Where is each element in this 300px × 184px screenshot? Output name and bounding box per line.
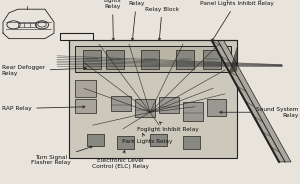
- Bar: [117, 136, 134, 149]
- Text: RAP Relay: RAP Relay: [2, 106, 85, 111]
- Text: Sound System
Relay: Sound System Relay: [220, 107, 298, 118]
- Bar: [183, 136, 200, 149]
- Bar: [150, 134, 166, 146]
- Bar: [69, 40, 237, 158]
- Text: Sound System Relay Or
Panel Lights Inhibit Relay: Sound System Relay Or Panel Lights Inhib…: [200, 0, 274, 41]
- Bar: [75, 46, 231, 72]
- Bar: [159, 97, 178, 114]
- Bar: [176, 50, 194, 69]
- Text: Rear Defogger
Relay: Rear Defogger Relay: [2, 66, 86, 76]
- Bar: [135, 99, 154, 117]
- Bar: [183, 102, 203, 121]
- Text: Theft Deterrent
Relay: Theft Deterrent Relay: [114, 0, 159, 40]
- Text: Foglight Inhibit Relay: Foglight Inhibit Relay: [137, 122, 199, 132]
- Bar: [87, 134, 104, 146]
- Bar: [106, 50, 124, 69]
- Text: Courtesy
Lights
Relay: Courtesy Lights Relay: [99, 0, 126, 40]
- Bar: [75, 80, 96, 97]
- Polygon shape: [212, 40, 291, 162]
- Bar: [140, 50, 158, 69]
- Text: Park Lights Relay: Park Lights Relay: [122, 134, 172, 144]
- Bar: [75, 99, 96, 114]
- Bar: [83, 50, 101, 69]
- Bar: [203, 50, 221, 69]
- Text: Turn Signal
Flasher Relay: Turn Signal Flasher Relay: [31, 146, 92, 165]
- Bar: [111, 96, 130, 111]
- Text: Relay Block: Relay Block: [145, 7, 179, 40]
- Bar: [207, 99, 226, 116]
- Text: Electronic Level
Control (ELC) Relay: Electronic Level Control (ELC) Relay: [92, 151, 148, 169]
